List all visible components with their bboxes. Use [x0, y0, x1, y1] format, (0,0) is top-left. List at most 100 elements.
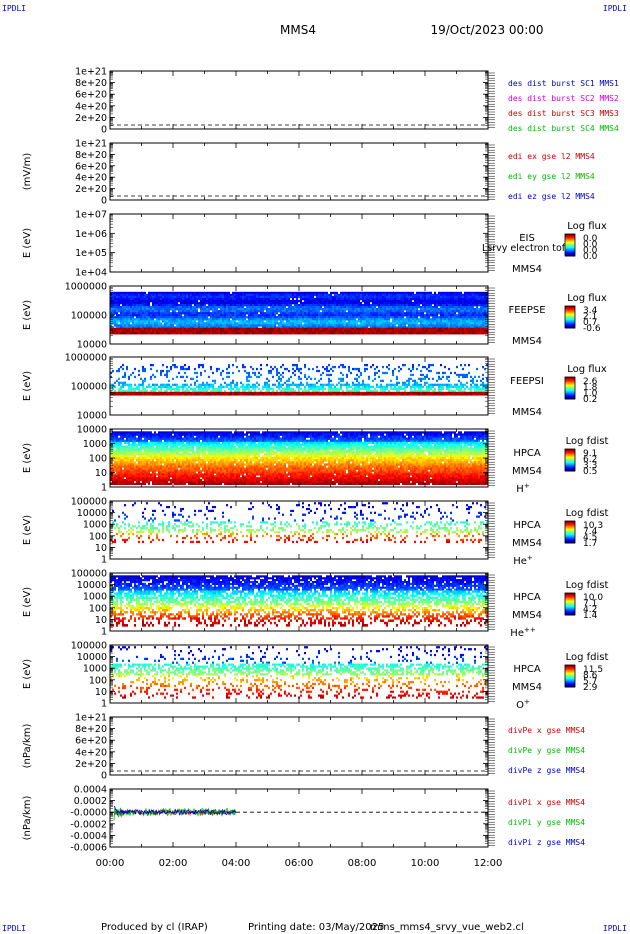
heatmap-cell — [484, 298, 486, 300]
heatmap-cell — [262, 304, 264, 306]
heatmap-cell — [148, 296, 150, 298]
heatmap-cell — [198, 366, 200, 368]
heatmap-cell — [142, 328, 144, 330]
heatmap-cell — [162, 292, 164, 294]
heatmap-cell — [336, 292, 338, 294]
heatmap-cell — [446, 316, 448, 318]
heatmap-cell — [452, 314, 454, 316]
heatmap-cell — [444, 312, 446, 314]
heatmap-cell — [154, 332, 156, 334]
heatmap-cell — [436, 300, 438, 302]
heatmap-cell — [338, 310, 340, 312]
heatmap-cell — [302, 330, 304, 332]
heatmap-cell — [402, 296, 404, 298]
heatmap-cell — [158, 300, 160, 302]
heatmap-cell — [260, 322, 262, 324]
heatmap-cell — [176, 306, 178, 308]
heatmap-cell — [484, 302, 486, 304]
heatmap-cell — [258, 320, 260, 322]
heatmap-cell — [158, 292, 160, 294]
heatmap-cell — [232, 298, 234, 300]
heatmap-cell — [258, 306, 260, 308]
heatmap-cell — [126, 310, 128, 312]
heatmap-cell — [304, 328, 306, 330]
heatmap-cell — [318, 298, 320, 300]
heatmap-cell — [290, 310, 292, 312]
heatmap-cell — [294, 300, 296, 302]
heatmap-cell — [478, 310, 480, 312]
heatmap-cell — [220, 330, 222, 332]
heatmap-cell — [476, 310, 478, 312]
heatmap-cell — [416, 324, 418, 326]
heatmap-cell — [250, 320, 252, 322]
heatmap-cell — [296, 296, 298, 298]
heatmap-cell — [306, 332, 308, 334]
heatmap-cell — [410, 322, 412, 324]
heatmap-cell — [442, 310, 444, 312]
heatmap-cell — [456, 292, 458, 294]
heatmap-cell — [168, 370, 170, 372]
heatmap-cell — [416, 308, 418, 310]
heatmap-cell — [320, 294, 322, 296]
heatmap-cell — [336, 322, 338, 324]
heatmap-cell — [444, 328, 446, 330]
heatmap-cell — [372, 306, 374, 308]
heatmap-cell — [348, 320, 350, 322]
heatmap-cell — [248, 304, 250, 306]
heatmap-cell — [452, 308, 454, 310]
heatmap-cell — [320, 302, 322, 304]
heatmap-cell — [412, 318, 414, 320]
heatmap-cell — [196, 310, 198, 312]
heatmap-cell — [412, 366, 414, 368]
heatmap-cell — [228, 320, 230, 322]
heatmap-cell — [326, 306, 328, 308]
heatmap-cell — [446, 306, 448, 308]
heatmap-cell — [168, 308, 170, 310]
heatmap-cell — [310, 314, 312, 316]
heatmap-cell — [136, 308, 138, 310]
heatmap-cell — [422, 316, 424, 318]
heatmap-cell — [472, 324, 474, 326]
heatmap-cell — [292, 292, 294, 294]
heatmap-cell — [170, 296, 172, 298]
heatmap-cell — [294, 322, 296, 324]
heatmap-cell — [380, 328, 382, 330]
heatmap-cell — [182, 300, 184, 302]
heatmap-cell — [242, 316, 244, 318]
heatmap-cell — [124, 322, 126, 324]
heatmap-cell — [288, 300, 290, 302]
heatmap-cell — [226, 322, 228, 324]
heatmap-cell — [164, 292, 166, 294]
heatmap-cell — [210, 296, 212, 298]
heatmap-cell — [158, 318, 160, 320]
heatmap-cell — [422, 324, 424, 326]
heatmap-cell — [314, 332, 316, 334]
heatmap-cell — [240, 312, 242, 314]
heatmap-cell — [226, 292, 228, 294]
heatmap-cell — [344, 294, 346, 296]
heatmap-cell — [388, 324, 390, 326]
heatmap-cell — [174, 364, 176, 366]
heatmap-cell — [172, 298, 174, 300]
heatmap-cell — [348, 292, 350, 294]
heatmap-cell — [202, 298, 204, 300]
heatmap-cell — [170, 316, 172, 318]
heatmap-cell — [406, 300, 408, 302]
heatmap-cell — [150, 324, 152, 326]
heatmap-cell — [370, 366, 372, 368]
heatmap-cell — [324, 320, 326, 322]
heatmap-cell — [236, 306, 238, 308]
heatmap-cell — [290, 300, 292, 302]
heatmap-cell — [420, 312, 422, 314]
heatmap-cell — [278, 310, 280, 312]
heatmap-cell — [240, 306, 242, 308]
heatmap-cell — [214, 312, 216, 314]
heatmap-cell — [332, 306, 334, 308]
heatmap-cell — [244, 324, 246, 326]
heatmap-cell — [222, 310, 224, 312]
heatmap-cell — [208, 318, 210, 320]
heatmap-cell — [372, 318, 374, 320]
heatmap-cell — [188, 302, 190, 304]
heatmap-cell — [334, 318, 336, 320]
